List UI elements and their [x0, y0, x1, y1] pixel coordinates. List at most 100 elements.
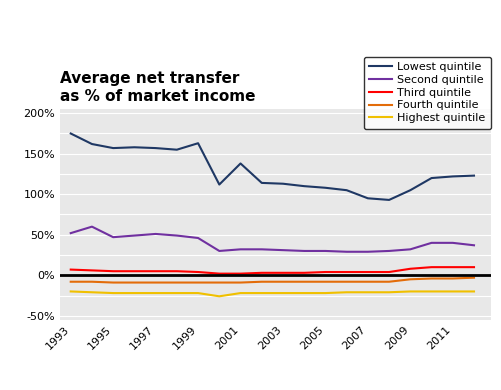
Fourth quintile [153, 280, 159, 285]
Highest quintile [131, 291, 137, 295]
Third quintile [365, 269, 371, 274]
Fourth quintile [471, 275, 477, 280]
Lowest quintile [344, 188, 350, 193]
Fourth quintile [450, 276, 456, 281]
Highest quintile [110, 291, 116, 295]
Lowest quintile [386, 198, 392, 202]
Lowest quintile [89, 142, 95, 146]
Second quintile [450, 241, 456, 245]
Highest quintile [386, 290, 392, 294]
Third quintile [450, 265, 456, 269]
Third quintile [407, 266, 413, 271]
Second quintile [110, 235, 116, 239]
Highest quintile [365, 290, 371, 294]
Fourth quintile [280, 279, 286, 284]
Line: Third quintile: Third quintile [71, 267, 474, 274]
Second quintile [365, 250, 371, 254]
Legend: Lowest quintile, Second quintile, Third quintile, Fourth quintile, Highest quint: Lowest quintile, Second quintile, Third … [364, 57, 491, 129]
Third quintile [471, 265, 477, 269]
Second quintile [68, 231, 74, 236]
Highest quintile [216, 294, 222, 299]
Fourth quintile [68, 279, 74, 284]
Second quintile [323, 248, 329, 253]
Second quintile [386, 248, 392, 253]
Lowest quintile [365, 196, 371, 200]
Fourth quintile [407, 277, 413, 282]
Lowest quintile [153, 146, 159, 151]
Third quintile [428, 265, 434, 269]
Second quintile [280, 248, 286, 252]
Highest quintile [428, 289, 434, 294]
Highest quintile [68, 289, 74, 294]
Third quintile [301, 271, 307, 275]
Second quintile [259, 247, 265, 252]
Lowest quintile [323, 185, 329, 190]
Second quintile [344, 250, 350, 254]
Third quintile [237, 271, 243, 276]
Lowest quintile [471, 173, 477, 178]
Highest quintile [407, 289, 413, 294]
Third quintile [259, 271, 265, 275]
Third quintile [110, 269, 116, 273]
Highest quintile [471, 289, 477, 294]
Lowest quintile [428, 176, 434, 181]
Highest quintile [174, 291, 180, 295]
Third quintile [386, 269, 392, 274]
Third quintile [174, 269, 180, 273]
Lowest quintile [68, 131, 74, 136]
Second quintile [428, 241, 434, 245]
Fourth quintile [323, 279, 329, 284]
Fourth quintile [259, 279, 265, 284]
Third quintile [323, 269, 329, 274]
Third quintile [344, 269, 350, 274]
Lowest quintile [216, 182, 222, 187]
Fourth quintile [174, 280, 180, 285]
Third quintile [280, 271, 286, 275]
Lowest quintile [301, 184, 307, 188]
Highest quintile [323, 291, 329, 295]
Third quintile [195, 269, 201, 274]
Second quintile [131, 233, 137, 238]
Third quintile [131, 269, 137, 273]
Lowest quintile [110, 146, 116, 151]
Lowest quintile [237, 161, 243, 166]
Line: Lowest quintile: Lowest quintile [71, 133, 474, 200]
Fourth quintile [365, 279, 371, 284]
Third quintile [153, 269, 159, 273]
Highest quintile [259, 291, 265, 295]
Second quintile [89, 224, 95, 229]
Highest quintile [89, 290, 95, 294]
Highest quintile [195, 291, 201, 295]
Second quintile [195, 236, 201, 240]
Fourth quintile [428, 276, 434, 281]
Second quintile [407, 247, 413, 252]
Fourth quintile [344, 279, 350, 284]
Fourth quintile [216, 280, 222, 285]
Highest quintile [153, 291, 159, 295]
Second quintile [301, 248, 307, 253]
Highest quintile [344, 290, 350, 294]
Lowest quintile [195, 141, 201, 145]
Second quintile [237, 247, 243, 252]
Fourth quintile [131, 280, 137, 285]
Lowest quintile [131, 145, 137, 150]
Fourth quintile [89, 279, 95, 284]
Second quintile [153, 232, 159, 236]
Fourth quintile [195, 280, 201, 285]
Line: Highest quintile: Highest quintile [71, 291, 474, 296]
Lowest quintile [280, 181, 286, 186]
Lowest quintile [174, 147, 180, 152]
Highest quintile [280, 291, 286, 295]
Lowest quintile [407, 188, 413, 193]
Second quintile [174, 233, 180, 238]
Text: Average net transfer
as % of market income: Average net transfer as % of market inco… [60, 71, 256, 104]
Fourth quintile [237, 280, 243, 285]
Line: Second quintile: Second quintile [71, 227, 474, 252]
Line: Fourth quintile: Fourth quintile [71, 278, 474, 282]
Fourth quintile [110, 280, 116, 285]
Second quintile [216, 248, 222, 253]
Second quintile [471, 243, 477, 248]
Lowest quintile [450, 174, 456, 179]
Third quintile [89, 268, 95, 273]
Highest quintile [450, 289, 456, 294]
